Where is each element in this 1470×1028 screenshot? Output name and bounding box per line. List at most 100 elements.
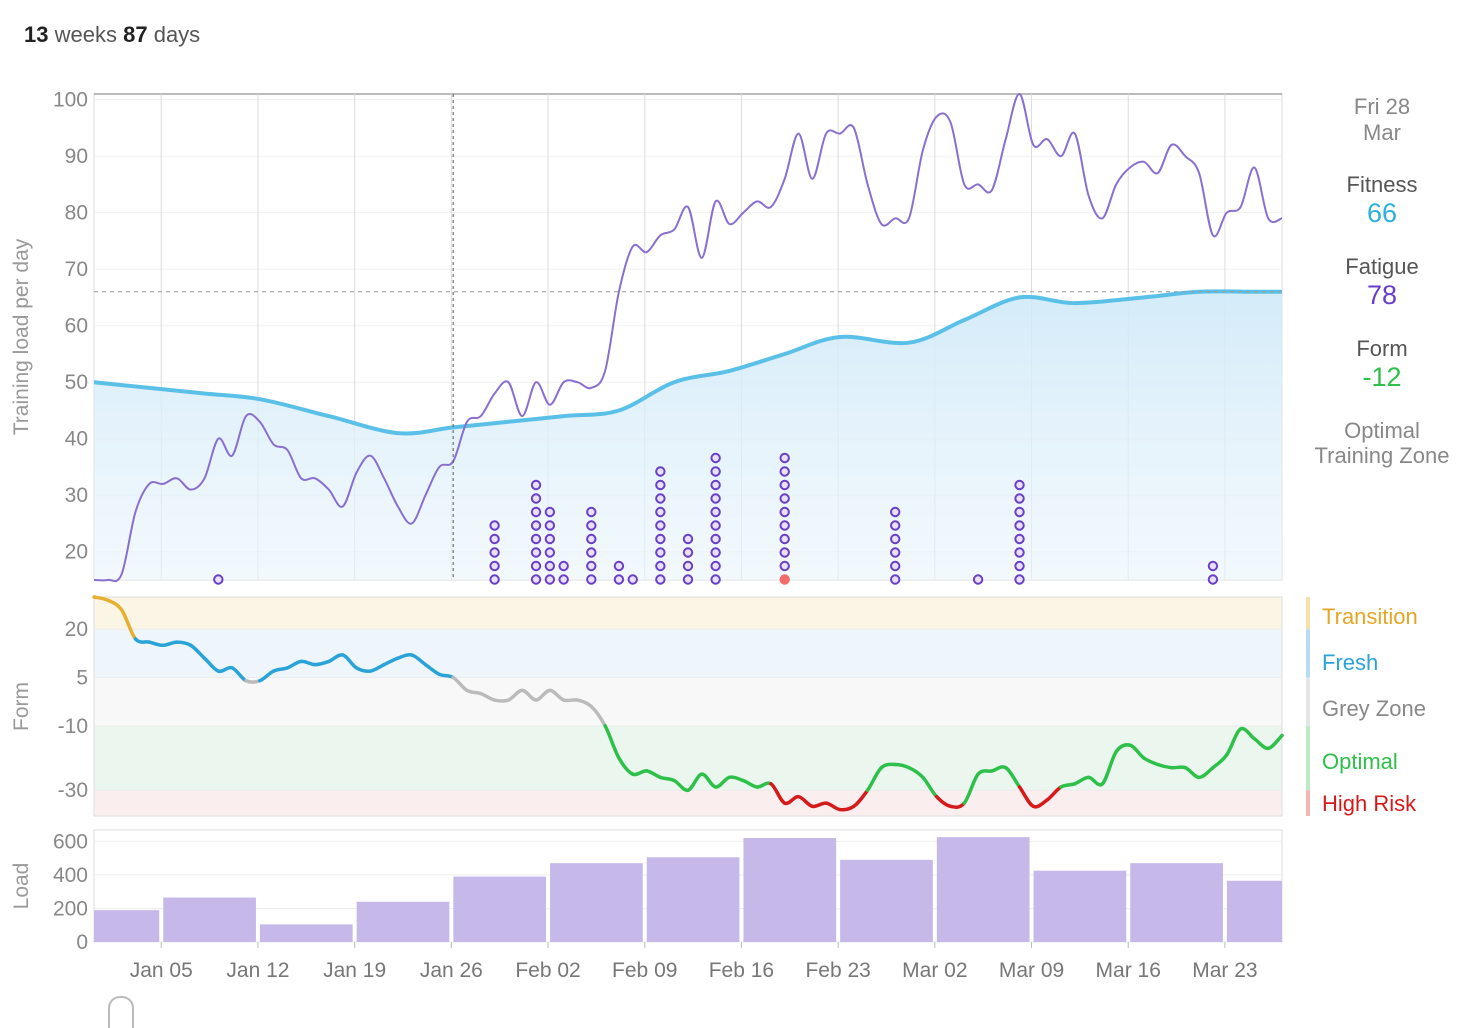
activity-dot bbox=[890, 506, 901, 518]
activity-dot bbox=[655, 547, 666, 558]
weeks-label: weeks bbox=[54, 22, 117, 47]
activity-dot bbox=[627, 574, 638, 585]
activity-dot bbox=[1207, 560, 1219, 572]
activity-dot bbox=[779, 506, 790, 518]
activity-dot bbox=[655, 493, 666, 504]
fatigue-line bbox=[93, 92, 1283, 583]
activity-dot bbox=[586, 520, 597, 531]
form-label: Form bbox=[1356, 336, 1408, 361]
form-band-indicator bbox=[1306, 597, 1310, 630]
activity-dot bbox=[544, 506, 556, 518]
activity-dot bbox=[779, 466, 790, 477]
activity-dot bbox=[1014, 479, 1025, 491]
activity-dot bbox=[613, 574, 625, 585]
x-tick-label: Jan 19 bbox=[323, 959, 386, 982]
y-tick-label: 400 bbox=[53, 864, 88, 887]
scroll-handle[interactable] bbox=[108, 996, 134, 1028]
form-band-indicator bbox=[1306, 677, 1310, 726]
y-tick-label: 20 bbox=[65, 618, 88, 641]
form-band-indicator bbox=[1306, 725, 1310, 791]
load-bar bbox=[743, 838, 837, 942]
form-line-segment bbox=[244, 678, 262, 684]
y-tick-label: 70 bbox=[65, 258, 88, 281]
activity-dot-highlight bbox=[779, 574, 790, 585]
y-tick-label: 90 bbox=[65, 145, 88, 168]
zone-label-optimal: Optimal bbox=[1322, 749, 1398, 774]
activity-dot bbox=[530, 574, 542, 585]
activity-dot bbox=[544, 560, 556, 572]
activity-dot bbox=[655, 574, 666, 585]
form-line-segment bbox=[1003, 765, 1022, 789]
form-line-segment bbox=[589, 704, 607, 728]
y-tick-label: 80 bbox=[65, 202, 88, 225]
x-tick-label: Jan 12 bbox=[226, 959, 289, 982]
load-bar bbox=[840, 859, 933, 942]
y-tick-label: 200 bbox=[53, 897, 88, 920]
form-band bbox=[94, 677, 1282, 726]
fitness-area bbox=[94, 291, 1282, 580]
form-line-segment bbox=[492, 698, 511, 703]
zone-readout: Optimal Training Zone bbox=[1292, 418, 1470, 468]
load-bar bbox=[646, 857, 740, 942]
activity-dot bbox=[544, 547, 556, 558]
activity-dot bbox=[710, 520, 721, 531]
y-tick-label: -10 bbox=[58, 715, 88, 738]
form-line-segment bbox=[852, 788, 870, 809]
fitness-label: Fitness bbox=[1346, 172, 1418, 197]
activity-dot bbox=[655, 466, 666, 477]
zone-label-fresh: Fresh bbox=[1322, 650, 1379, 675]
activity-dot bbox=[710, 506, 721, 518]
activity-dot bbox=[1014, 547, 1025, 558]
load-bar bbox=[259, 924, 353, 942]
selected-date-text: Fri 28 Mar bbox=[1353, 94, 1411, 145]
weeks-count: 13 bbox=[24, 22, 49, 47]
form-band bbox=[94, 629, 1282, 678]
activity-dot bbox=[1014, 493, 1025, 504]
activity-dot bbox=[890, 547, 901, 558]
load-bar bbox=[453, 876, 547, 942]
x-tick-label: Feb 09 bbox=[612, 959, 677, 982]
x-tick-label: Feb 16 bbox=[709, 959, 774, 982]
activity-dot bbox=[544, 520, 556, 531]
form-line-segment bbox=[106, 598, 124, 612]
form-line-segment bbox=[1169, 765, 1188, 770]
activity-dot bbox=[489, 533, 500, 545]
activity-dot bbox=[655, 560, 666, 572]
form-band bbox=[94, 790, 1282, 816]
activity-dot bbox=[710, 479, 721, 491]
y-axis-title: Training load per day bbox=[10, 238, 33, 435]
form-line-segment bbox=[1100, 749, 1118, 786]
days-label: days bbox=[153, 22, 201, 47]
activity-dot bbox=[710, 493, 721, 504]
load-bar bbox=[1226, 880, 1282, 942]
y-tick-label: 30 bbox=[65, 484, 88, 507]
fitness-readout: Fitness 66 bbox=[1292, 172, 1470, 229]
fatigue-value: 78 bbox=[1366, 280, 1398, 310]
form-line-segment bbox=[603, 724, 621, 760]
form-line-segment bbox=[1211, 753, 1229, 770]
activity-dot bbox=[779, 533, 790, 545]
x-tick-label: Feb 23 bbox=[805, 959, 870, 982]
activity-dot bbox=[489, 520, 500, 531]
form-line-segment bbox=[921, 775, 939, 799]
activity-dot bbox=[530, 547, 542, 558]
activity-dot bbox=[586, 547, 597, 558]
load-bar bbox=[936, 837, 1030, 942]
activity-dot bbox=[544, 574, 556, 585]
activity-dot bbox=[558, 560, 569, 572]
x-tick-label: Mar 16 bbox=[1096, 959, 1161, 982]
fatigue-readout: Fatigue 78 bbox=[1292, 254, 1470, 311]
form-line-segment bbox=[1266, 733, 1284, 751]
activity-dot bbox=[489, 574, 500, 585]
x-tick-label: Jan 26 bbox=[420, 959, 483, 982]
form-line-segment bbox=[561, 698, 580, 703]
activity-dot bbox=[779, 479, 790, 491]
activity-dot bbox=[530, 493, 542, 504]
activity-dot bbox=[710, 533, 721, 545]
y-axis-title: Form bbox=[10, 682, 33, 731]
activity-dot bbox=[779, 520, 790, 531]
activity-dot bbox=[890, 520, 901, 531]
activity-dot bbox=[1014, 520, 1025, 531]
activity-dot bbox=[972, 574, 984, 585]
